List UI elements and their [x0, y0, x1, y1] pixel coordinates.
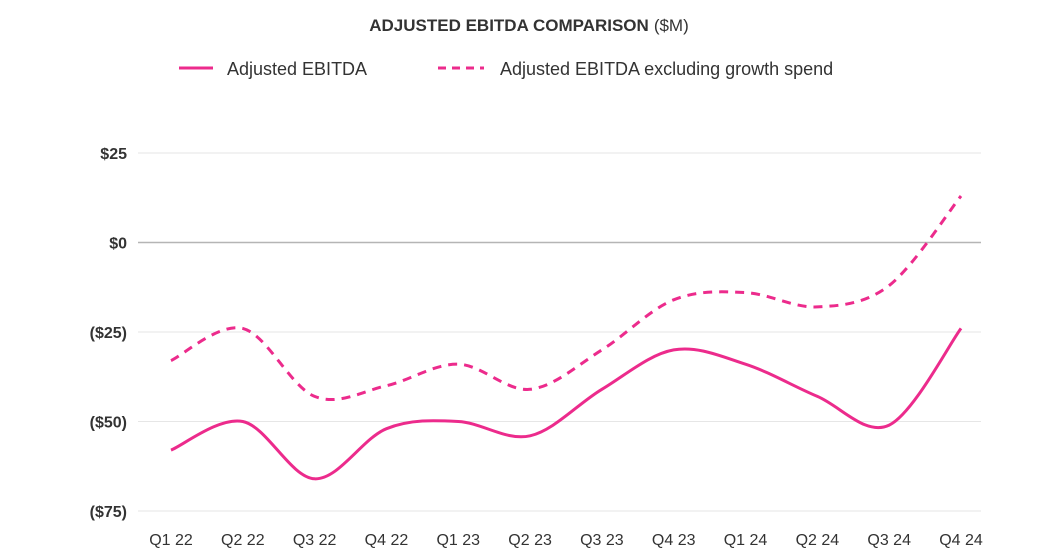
x-tick-label: Q2 23: [508, 532, 552, 549]
y-tick-label: ($25): [90, 325, 127, 342]
x-tick-label: Q1 23: [436, 532, 480, 549]
legend-label-adjusted-ebitda-ex-growth: Adjusted EBITDA excluding growth spend: [500, 59, 833, 79]
x-tick-label: Q2 22: [221, 532, 265, 549]
x-tick-label: Q1 24: [724, 532, 768, 549]
x-tick-label: Q2 24: [796, 532, 840, 549]
chart-title: ADJUSTED EBITDA COMPARISON ($M): [369, 16, 689, 35]
y-tick-label: $0: [109, 236, 127, 253]
legend-label-adjusted-ebitda: Adjusted EBITDA: [227, 59, 367, 79]
x-tick-label: Q3 24: [867, 532, 911, 549]
chart-title-unit: ($M): [654, 16, 689, 35]
series-layer: [170, 195, 963, 481]
y-tick-label: ($50): [90, 415, 127, 432]
x-tick-label: Q4 24: [939, 532, 983, 549]
x-tick-label: Q3 22: [293, 532, 337, 549]
x-tick-label: Q1 22: [149, 532, 193, 549]
y-axis: $25 $0 ($25) ($50) ($75): [90, 146, 127, 521]
chart-title-main: ADJUSTED EBITDA COMPARISON: [369, 16, 649, 35]
y-tick-label: ($75): [90, 504, 127, 521]
x-tick-label: Q4 22: [365, 532, 409, 549]
x-axis: Q1 22 Q2 22 Q3 22 Q4 22 Q1 23 Q2 23 Q3 23 Q4 23…: [149, 532, 983, 549]
x-tick-label: Q4 23: [652, 532, 696, 549]
series-line-adjusted-ebitda-ex-growth: [170, 195, 963, 402]
x-tick-label: Q3 23: [580, 532, 624, 549]
series-line-adjusted-ebitda: [170, 327, 963, 481]
legend: Adjusted EBITDA Adjusted EBITDA excludin…: [179, 59, 833, 79]
grid: [138, 152, 981, 512]
y-tick-label: $25: [100, 146, 127, 163]
